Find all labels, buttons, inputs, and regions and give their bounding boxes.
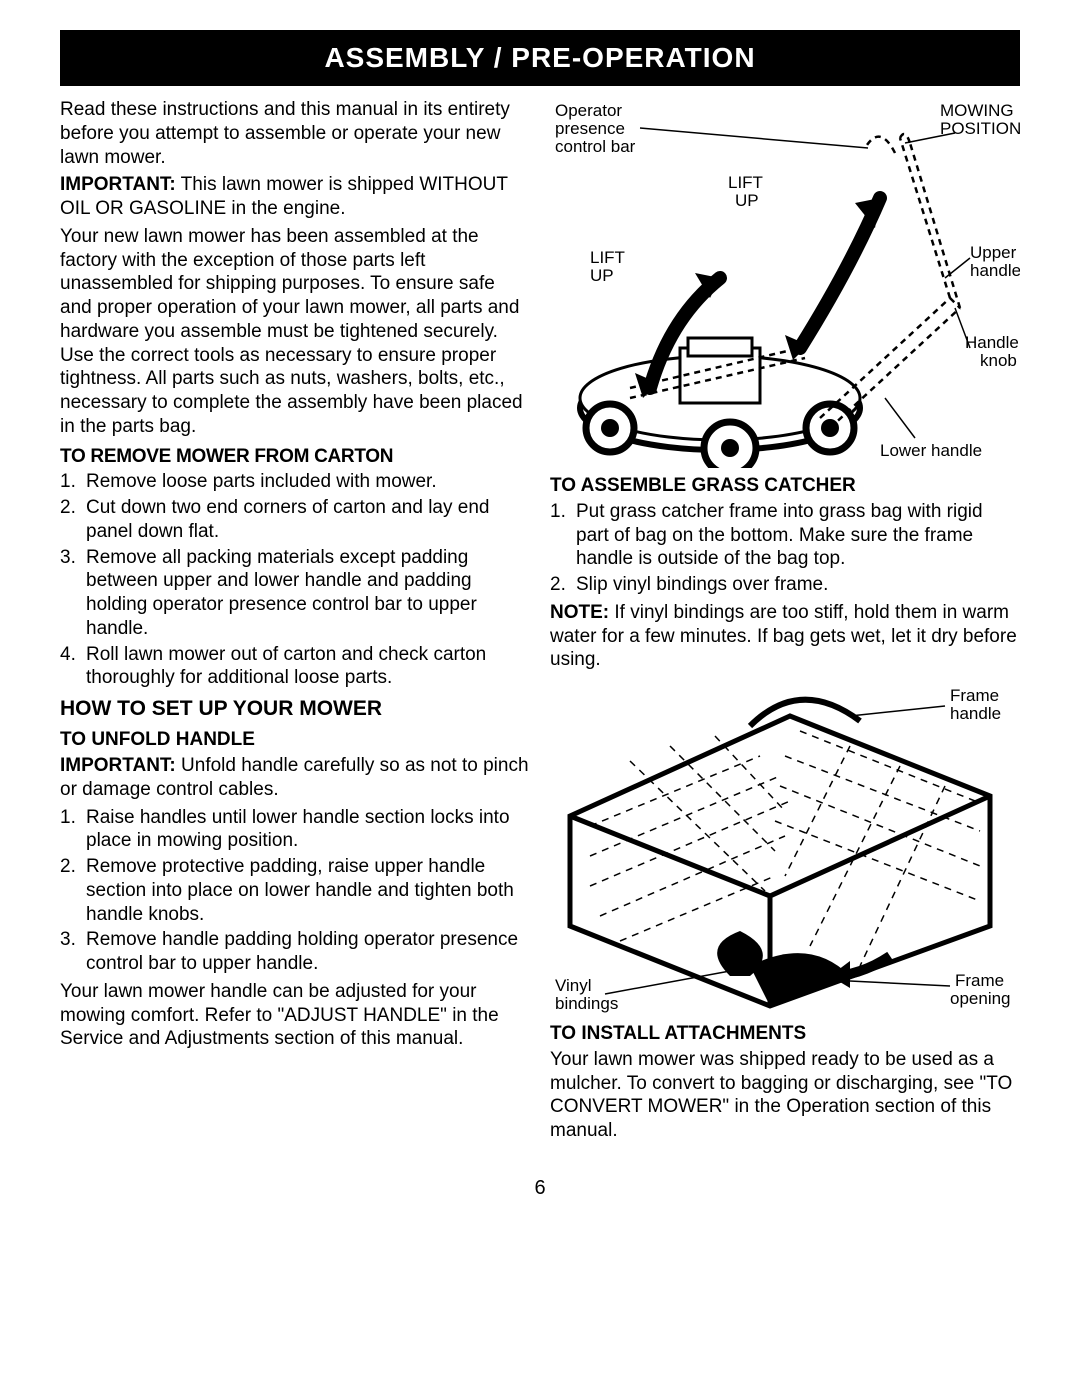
diagram-label: Frame	[955, 971, 1004, 990]
unfold-heading: TO UNFOLD HANDLE	[60, 728, 530, 752]
list-item: Roll lawn mower out of carton and check …	[60, 643, 530, 691]
list-item: Remove protective padding, raise upper h…	[60, 855, 530, 926]
right-column: Operator presence control bar MOWING POS…	[550, 98, 1020, 1147]
diagram-label: Lower handle	[880, 441, 982, 460]
diagram-label: handle	[950, 704, 1001, 723]
assembled-text: Your new lawn mower has been assembled a…	[60, 225, 530, 439]
note-line: NOTE: If vinyl bindings are too stiff, h…	[550, 601, 1020, 672]
remove-heading: TO REMOVE MOWER FROM CARTON	[60, 445, 530, 469]
grass-heading: TO ASSEMBLE GRASS CATCHER	[550, 474, 1020, 498]
page-number: 6	[60, 1177, 1020, 1200]
list-item: Remove all packing materials except padd…	[60, 546, 530, 641]
list-item: Cut down two end corners of carton and l…	[60, 496, 530, 544]
install-text: Your lawn mower was shipped ready to be …	[550, 1048, 1020, 1143]
list-item: Remove loose parts included with mower.	[60, 470, 530, 494]
diagram-label: LIFT	[590, 248, 625, 267]
mower-handle-diagram: Operator presence control bar MOWING POS…	[550, 98, 1020, 468]
list-item: Remove handle padding holding operator p…	[60, 928, 530, 976]
diagram-label: control bar	[555, 137, 636, 156]
unfold-steps-list: Raise handles until lower handle section…	[60, 806, 530, 976]
diagram-label: presence	[555, 119, 625, 138]
diagram-label: UP	[735, 191, 759, 210]
diagram-label: Handle	[965, 333, 1019, 352]
install-heading: TO INSTALL ATTACHMENTS	[550, 1022, 1020, 1046]
page-title-bar: ASSEMBLY / PRE-OPERATION	[60, 30, 1020, 86]
list-item: Put grass catcher frame into grass bag w…	[550, 500, 1020, 571]
intro-text: Read these instructions and this manual …	[60, 98, 530, 169]
adjust-text: Your lawn mower handle can be adjusted f…	[60, 980, 530, 1051]
diagram-label: Frame	[950, 686, 999, 705]
grass-catcher-diagram: Frame handle Vinyl bindings Frame openin…	[550, 676, 1020, 1016]
diagram-label: opening	[950, 989, 1011, 1008]
remove-steps-list: Remove loose parts included with mower. …	[60, 470, 530, 690]
unfold-important-line: IMPORTANT: Unfold handle carefully so as…	[60, 754, 530, 802]
unfold-important-label: IMPORTANT:	[60, 755, 176, 776]
list-item: Raise handles until lower handle section…	[60, 806, 530, 854]
diagram-label: Vinyl	[555, 976, 592, 995]
note-text: If vinyl bindings are too stiff, hold th…	[550, 602, 1017, 671]
content-columns: Read these instructions and this manual …	[60, 98, 1020, 1147]
diagram-label: Operator	[555, 101, 622, 120]
grass-steps-list: Put grass catcher frame into grass bag w…	[550, 500, 1020, 597]
note-label: NOTE:	[550, 602, 609, 623]
diagram-label: MOWING	[940, 101, 1014, 120]
important-label: IMPORTANT:	[60, 174, 176, 195]
diagram-label: Upper	[970, 243, 1017, 262]
diagram-label: handle	[970, 261, 1020, 280]
left-column: Read these instructions and this manual …	[60, 98, 530, 1147]
diagram-label: bindings	[555, 994, 618, 1013]
important-line: IMPORTANT: This lawn mower is shipped WI…	[60, 173, 530, 221]
setup-heading: HOW TO SET UP YOUR MOWER	[60, 696, 530, 722]
diagram-label: POSITION	[940, 119, 1020, 138]
diagram-label: LIFT	[728, 173, 763, 192]
list-item: Slip vinyl bindings over frame.	[550, 573, 1020, 597]
diagram-label: UP	[590, 266, 614, 285]
diagram-label: knob	[980, 351, 1017, 370]
